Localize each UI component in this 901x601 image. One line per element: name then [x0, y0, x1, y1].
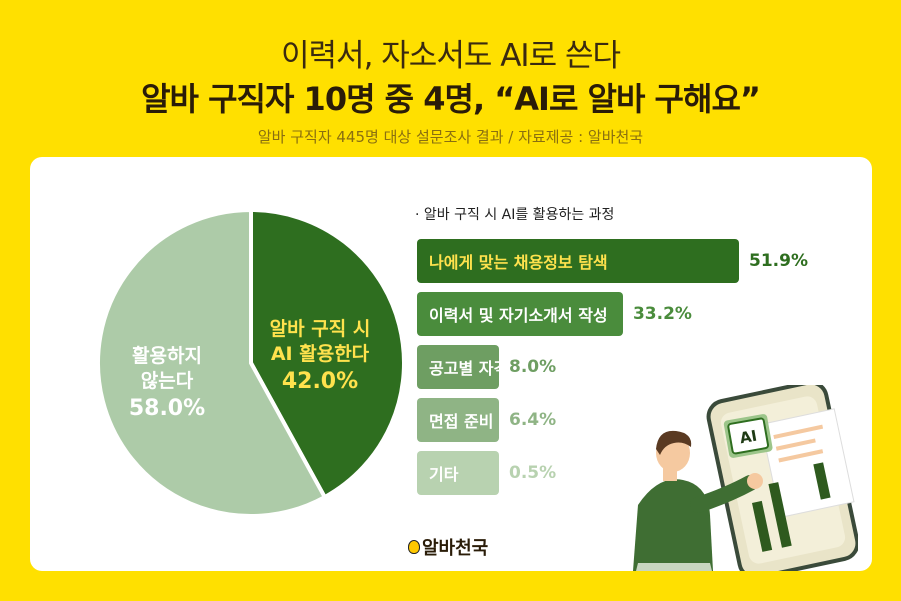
brand-logo-text: 알바천국 [422, 538, 489, 559]
bar-0: 나에게 맞는 채용정보 탐색 [417, 239, 739, 283]
bar-value-4: 0.5% [509, 463, 557, 483]
bar-chart-title: · 알바 구직 시 AI를 활용하는 과정 [415, 207, 615, 223]
pie-value-used: 42.0% [281, 369, 359, 394]
pie-label-not-used-line2: 않는다 [140, 370, 194, 392]
bar-4: 기타 [417, 451, 499, 495]
bee-icon [408, 540, 420, 554]
pie-label-used-line2: AI 활용한다 [270, 343, 370, 365]
pie-slice-1 [96, 207, 328, 518]
pie-label-not-used: 활용하지 않는다 58.0% [92, 344, 242, 421]
bar-label-1: 이력서 및 자기소개서 작성 [429, 306, 608, 325]
bar-label-0: 나에게 맞는 채용정보 탐색 [429, 253, 608, 272]
person-phone-illustration: AI [633, 385, 858, 571]
ai-badge-icon: AI [723, 414, 773, 458]
pie-label-not-used-line1: 활용하지 [132, 345, 202, 367]
bar-1: 이력서 및 자기소개서 작성 [417, 292, 623, 336]
brand-logo: 알바천국 [408, 534, 488, 560]
person-icon [633, 430, 763, 571]
bar-label-3: 면접 준비 [429, 412, 494, 431]
bar-label-2: 공고별 자격 요건 파악 [429, 359, 579, 378]
pie-slice-0 [249, 207, 406, 500]
pie-label-used-line1: 알바 구직 시 [269, 318, 371, 340]
title-line-1: 이력서, 자소서도 AI로 쓴다 [281, 38, 621, 74]
content-card: 알바 구직 시 AI 활용한다 42.0% 활용하지 않는다 58.0% · 알… [30, 157, 872, 571]
bar-value-3: 6.4% [509, 410, 557, 430]
bar-3: 면접 준비 [417, 398, 499, 442]
pie-chart [96, 207, 406, 518]
subtitle: 알바 구직자 445명 대상 설문조사 결과 / 자료제공 : 알바천국 [257, 128, 644, 146]
ai-badge-text: AI [738, 427, 758, 448]
bar-label-4: 기타 [429, 465, 459, 484]
bar-2: 공고별 자격 요건 파악 [417, 345, 578, 389]
bar-value-0: 51.9% [749, 251, 808, 271]
pie-value-not-used: 58.0% [128, 396, 206, 421]
title-line-2: 알바 구직자 10명 중 4명, “AI로 알바 구해요” [141, 80, 761, 118]
bar-value-2: 8.0% [509, 357, 557, 377]
pie-label-used: 알바 구직 시 AI 활용한다 42.0% [230, 317, 410, 394]
bar-value-1: 33.2% [632, 304, 692, 324]
